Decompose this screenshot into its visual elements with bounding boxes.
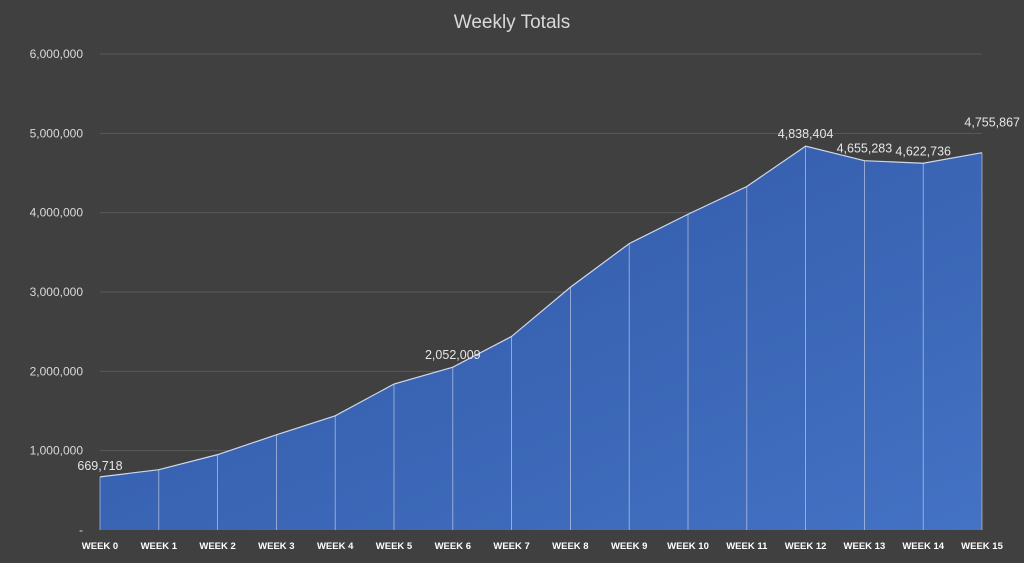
x-tick-label: WEEK 4 [317, 541, 354, 552]
y-tick-label: 2,000,000 [30, 364, 84, 378]
x-tick-label: WEEK 5 [376, 541, 413, 552]
y-axis: - 1,000,000 2,000,000 3,000,000 4,000,000 5,0… [30, 47, 84, 537]
area-outline [99, 145, 983, 478]
y-tick-label: 6,000,000 [30, 47, 84, 61]
data-label: 4,622,736 [895, 144, 951, 158]
data-label: 4,755,867 [964, 116, 1020, 130]
x-tick-label: WEEK 8 [552, 541, 588, 552]
x-axis: WEEK 0 WEEK 1 WEEK 2 WEEK 3 WEEK 4 WEEK 5 WEEK… [82, 541, 1004, 552]
y-tick-label: - [79, 523, 83, 537]
x-tick-label: WEEK 9 [611, 541, 647, 552]
x-tick-label: WEEK 14 [902, 541, 944, 552]
x-tick-label: WEEK 15 [961, 541, 1003, 552]
data-label: 2,052,009 [425, 348, 481, 362]
y-tick-label: 5,000,000 [30, 126, 84, 140]
x-tick-label: WEEK 0 [82, 541, 118, 552]
area-fill [100, 146, 982, 530]
data-label: 669,718 [77, 459, 122, 473]
x-tick-label: WEEK 2 [199, 541, 235, 552]
y-tick-label: 1,000,000 [30, 444, 84, 458]
chart-title: Weekly Totals [453, 12, 571, 33]
data-label: 4,655,283 [837, 142, 893, 156]
x-tick-label: WEEK 7 [493, 541, 529, 552]
x-tick-label: WEEK 11 [726, 541, 768, 552]
x-tick-label: WEEK 13 [844, 541, 886, 552]
category-dividers [99, 146, 983, 530]
x-tick-label: WEEK 10 [667, 541, 709, 552]
y-tick-label: 3,000,000 [30, 285, 84, 299]
x-tick-label: WEEK 12 [785, 541, 827, 552]
x-tick-label: WEEK 1 [141, 541, 178, 552]
x-tick-label: WEEK 6 [435, 541, 471, 552]
area-series [99, 145, 983, 530]
data-label: 4,838,404 [778, 127, 834, 141]
x-tick-label: WEEK 3 [258, 541, 294, 552]
y-tick-label: 4,000,000 [30, 206, 84, 220]
